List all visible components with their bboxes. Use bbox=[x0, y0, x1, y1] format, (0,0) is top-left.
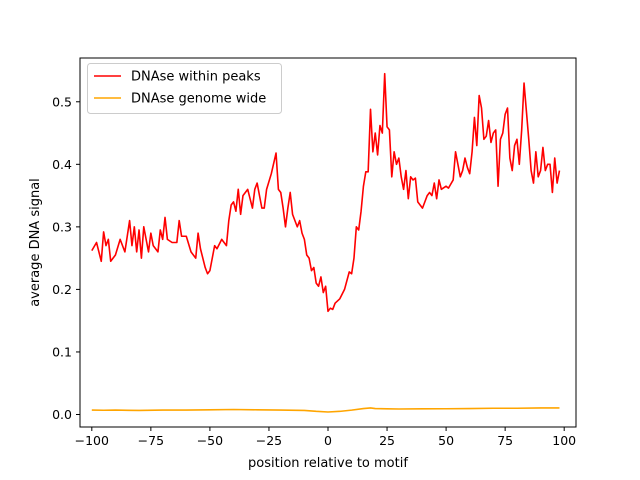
y-tick-label: 0.3 bbox=[52, 219, 72, 234]
x-tick-label: 0 bbox=[324, 433, 332, 448]
x-tick-label: 100 bbox=[552, 433, 576, 448]
legend-label-peaks: DNAse within peaks bbox=[131, 70, 261, 85]
legend-box bbox=[87, 63, 282, 114]
legend: DNAse within peaks DNAse genome wide bbox=[87, 63, 282, 114]
series-layer bbox=[91, 72, 561, 413]
y-axis-label: average DNA signal bbox=[28, 178, 43, 307]
x-tick-label: −50 bbox=[197, 433, 223, 448]
series-line-dnase-within-peaks bbox=[91, 72, 561, 313]
y-tick-label: 0.4 bbox=[52, 157, 72, 172]
y-tick-label: 0.0 bbox=[52, 407, 72, 422]
x-tick-label: 50 bbox=[438, 433, 454, 448]
x-axis: −100 −75 −50 −25 0 25 50 75 100 bbox=[75, 427, 576, 448]
y-tick-label: 0.2 bbox=[52, 282, 72, 297]
plot-frame bbox=[79, 57, 577, 428]
plot-area bbox=[79, 57, 577, 428]
x-tick-label: −100 bbox=[75, 433, 109, 448]
x-tick-label: −25 bbox=[256, 433, 282, 448]
x-axis-label: position relative to motif bbox=[248, 456, 408, 471]
x-tick-label: 75 bbox=[497, 433, 513, 448]
y-tick-label: 0.1 bbox=[52, 344, 72, 359]
legend-label-genome: DNAse genome wide bbox=[131, 92, 266, 107]
x-tick-label: 25 bbox=[379, 433, 395, 448]
series-line-dnase-genome-wide bbox=[91, 407, 560, 413]
y-tick-label: 0.5 bbox=[52, 94, 72, 109]
y-axis: 0.0 0.1 0.2 0.3 0.4 0.5 bbox=[52, 94, 80, 422]
x-tick-label: −75 bbox=[138, 433, 164, 448]
